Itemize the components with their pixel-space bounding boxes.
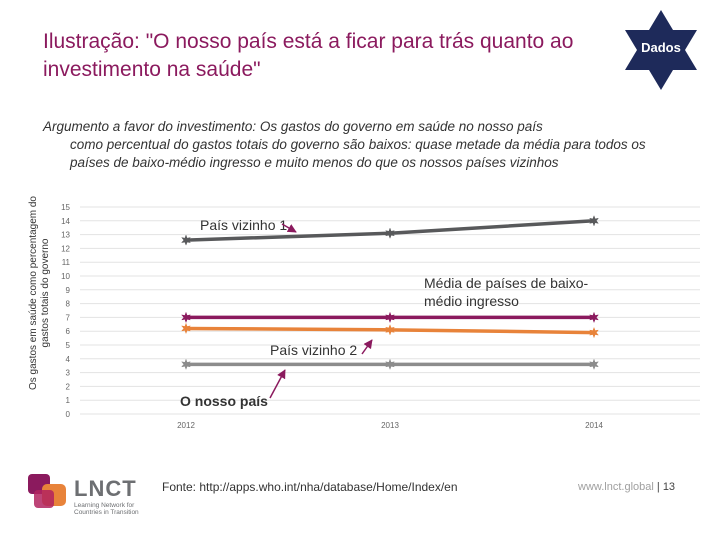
y-tick-4: 4 [66, 355, 71, 364]
annotation-1-line-0: Média de países de baixo- [424, 275, 589, 291]
y-tick-1: 1 [66, 396, 71, 405]
series-lines [185, 219, 595, 367]
marker-s0-2013 [385, 227, 395, 239]
annotation-2: País vizinho 2 [270, 342, 357, 358]
y-tick-7: 7 [66, 313, 71, 322]
y-tick-10: 10 [61, 272, 70, 281]
marker-s3-2014 [589, 358, 599, 371]
x-tick-labels: 2012 2013 2014 [177, 421, 603, 430]
marker-s3-2013 [385, 358, 395, 371]
y-tick-3: 3 [66, 369, 71, 378]
data-star-badge-icon [625, 10, 697, 90]
annotation-arrow-2 [361, 339, 373, 355]
website-link[interactable]: www.lnct.global [578, 481, 654, 493]
y-tick-13: 13 [61, 231, 70, 240]
y-tick-12: 12 [61, 244, 70, 253]
marker-s1-2013 [385, 311, 395, 324]
footer-separator: | [653, 481, 663, 493]
annotation-arrow-3 [269, 369, 286, 399]
y-tick-14: 14 [61, 217, 70, 226]
logo-name: LNCT [74, 476, 137, 501]
annotation-0: País vizinho 1 [200, 217, 287, 233]
y-tick-15: 15 [61, 203, 70, 212]
marker-s2-2014 [589, 326, 599, 339]
argument-lead: Argumento a favor do investimento: Os ga… [43, 119, 543, 134]
x-tick-2013: 2013 [381, 421, 399, 430]
source-text: Fonte: http://apps.who.int/nha/database/… [162, 480, 458, 494]
badge-label: Dados [641, 40, 681, 55]
page-number: 13 [662, 481, 676, 493]
y-tick-5: 5 [66, 341, 71, 350]
y-tick-6: 6 [66, 327, 71, 336]
y-tick-2: 2 [66, 382, 71, 391]
logo-subtitle: Learning Network for Countries in Transi… [74, 502, 139, 516]
marker-s1-2012 [181, 311, 191, 324]
y-tick-8: 8 [66, 300, 71, 309]
slide-title: Ilustração: "O nosso país está a ficar p… [43, 30, 574, 81]
annotation-1-line-1: médio ingresso [424, 293, 519, 309]
x-tick-2014: 2014 [585, 421, 603, 430]
argument-rest: como percentual do gastos totais do gove… [70, 137, 646, 170]
marker-s3-2012 [181, 358, 191, 371]
y-tick-11: 11 [62, 258, 71, 267]
footer-right: www.lnct.global | 13 [578, 481, 675, 493]
y-tick-0: 0 [66, 410, 71, 419]
marker-s1-2014 [589, 311, 599, 324]
annotations: País vizinho 1 Média de países de baixo-m… [180, 217, 589, 409]
lnct-logo-icon [28, 474, 66, 508]
y-tick-9: 9 [66, 286, 71, 295]
marker-s2-2012 [181, 322, 191, 335]
marker-s0-2014 [589, 215, 599, 227]
series-markers [181, 215, 599, 371]
annotation-3: O nosso país [180, 393, 268, 409]
grid-lines [80, 206, 700, 415]
x-tick-2012: 2012 [177, 421, 195, 430]
annotation-arrow-0 [281, 223, 297, 233]
marker-s2-2013 [385, 324, 395, 336]
marker-s0-2012 [181, 234, 191, 246]
argument-text: Argumento a favor do investimento: Os ga… [43, 118, 653, 172]
